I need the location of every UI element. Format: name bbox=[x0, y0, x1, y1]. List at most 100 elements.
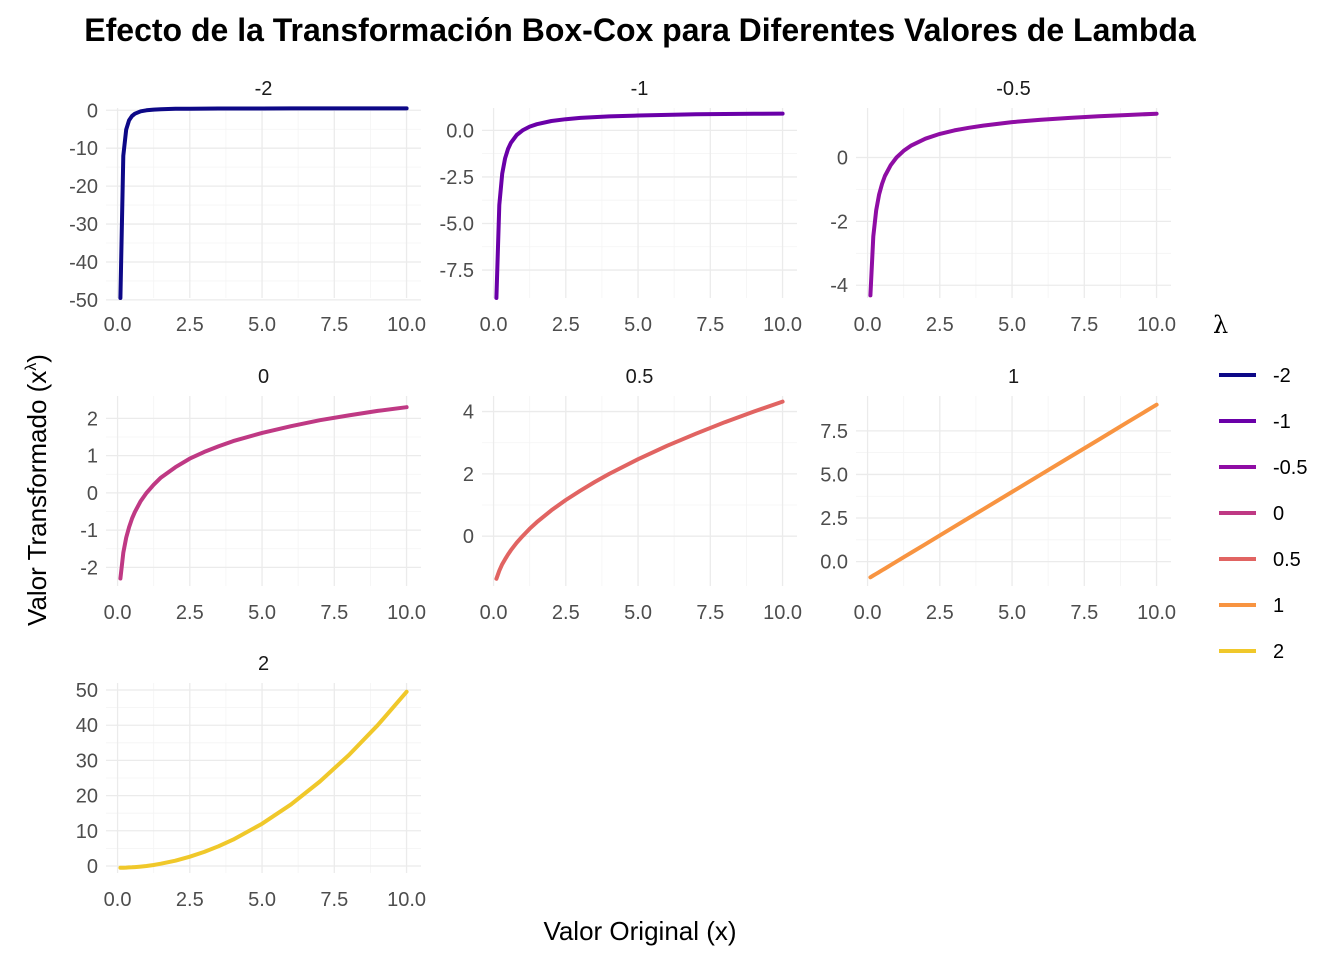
x-tick-label: 2.5 bbox=[176, 602, 204, 624]
legend-title: λ bbox=[1213, 311, 1228, 339]
x-tick-label: 10.0 bbox=[387, 889, 426, 911]
panel-0.5: 0.0 2.5 5.0 7.5 10.0 4 2 0 0.5 bbox=[463, 366, 802, 624]
panel--0.5: 0.0 2.5 5.0 7.5 10.0 0 -2 -4 -0.5 bbox=[830, 78, 1176, 336]
y-axis-title-main: Valor Transformado (x bbox=[22, 371, 52, 626]
x-tick-label: 7.5 bbox=[320, 889, 348, 911]
panel-1: 0.0 2.5 5.0 7.5 10.0 7.5 5.0 2.5 0.0 1 bbox=[820, 366, 1176, 624]
y-tick-label: 0 bbox=[87, 483, 98, 505]
y-tick-label: 20 bbox=[76, 786, 98, 808]
x-tick-label: 2.5 bbox=[926, 314, 954, 336]
legend-item: -2 bbox=[1219, 365, 1291, 387]
legend-label: 1 bbox=[1273, 595, 1284, 617]
facet-strip-label: -1 bbox=[631, 78, 649, 100]
series-line-1 bbox=[868, 402, 1159, 580]
x-axis-title: Valor Original (x) bbox=[543, 916, 736, 946]
y-tick-label: 30 bbox=[76, 750, 98, 772]
y-tick-label: -2 bbox=[830, 211, 848, 233]
y-tick-label: -7.5 bbox=[440, 260, 474, 282]
y-tick-label: 0 bbox=[87, 100, 98, 122]
legend-item: 0.5 bbox=[1219, 549, 1301, 571]
legend-label: -2 bbox=[1273, 365, 1291, 387]
y-tick-label: 0.0 bbox=[446, 120, 474, 142]
legend-label: 0.5 bbox=[1273, 549, 1301, 571]
x-tick-label: 0.0 bbox=[104, 602, 132, 624]
x-tick-label: 5.0 bbox=[248, 314, 276, 336]
legend-label: -0.5 bbox=[1273, 457, 1307, 479]
y-tick-label: -2 bbox=[80, 557, 98, 579]
x-tick-label: 5.0 bbox=[998, 602, 1026, 624]
y-tick-label: 0 bbox=[463, 526, 474, 548]
facet-strip-label: 1 bbox=[1008, 366, 1019, 388]
x-tick-label: 0.0 bbox=[480, 314, 508, 336]
y-tick-label: 50 bbox=[76, 680, 98, 702]
legend-item: 0 bbox=[1219, 503, 1284, 525]
x-tick-label: 7.5 bbox=[696, 314, 724, 336]
x-tick-label: 2.5 bbox=[176, 314, 204, 336]
facet-strip-label: 0 bbox=[258, 366, 269, 388]
chart-title: Efecto de la Transformación Box-Cox para… bbox=[84, 12, 1196, 48]
series-line--2 bbox=[118, 106, 409, 300]
series-line-0.5 bbox=[494, 399, 785, 581]
y-tick-label: -4 bbox=[830, 275, 848, 297]
series-line-0 bbox=[118, 405, 409, 581]
x-tick-label: 2.5 bbox=[552, 602, 580, 624]
y-tick-label: -1 bbox=[80, 520, 98, 542]
facet-strip-label: 0.5 bbox=[626, 366, 654, 388]
x-tick-label: 0.0 bbox=[104, 314, 132, 336]
legend-item: -1 bbox=[1219, 411, 1291, 433]
panel-2: 0.0 2.5 5.0 7.5 10.0 50 40 30 20 10 0 2 bbox=[76, 653, 426, 911]
panel--1: 0.0 2.5 5.0 7.5 10.0 0.0 -2.5 -5.0 -7.5 -1 bbox=[440, 78, 802, 336]
y-tick-label: 0.0 bbox=[820, 552, 848, 574]
y-axis-title-superscript: λ bbox=[23, 363, 40, 371]
x-tick-label: 2.5 bbox=[926, 602, 954, 624]
legend-item: 1 bbox=[1219, 595, 1284, 617]
y-tick-label: 2 bbox=[87, 408, 98, 430]
x-tick-label: 0.0 bbox=[854, 602, 882, 624]
x-tick-label: 5.0 bbox=[998, 314, 1026, 336]
x-tick-label: 7.5 bbox=[1070, 314, 1098, 336]
x-tick-label: 0.0 bbox=[480, 602, 508, 624]
y-axis-title: Valor Transformado (xλ) bbox=[22, 354, 52, 626]
y-tick-label: 10 bbox=[76, 821, 98, 843]
facet-panels: 0.0 2.5 5.0 7.5 10.00-10-20-30-40-50-20.0 2.5… bbox=[69, 78, 1176, 911]
panel--2: 0.0 2.5 5.0 7.5 10.0 0 -10 -20 -30 -40 -50 -2 bbox=[69, 78, 426, 336]
y-tick-label: 0 bbox=[87, 856, 98, 878]
x-tick-label: 7.5 bbox=[320, 602, 348, 624]
x-tick-label: 5.0 bbox=[624, 602, 652, 624]
x-tick-label: 5.0 bbox=[248, 602, 276, 624]
y-tick-label: -10 bbox=[69, 138, 98, 160]
x-tick-label: 5.0 bbox=[624, 314, 652, 336]
series-line--0.5 bbox=[868, 111, 1159, 298]
x-tick-label: 2.5 bbox=[176, 889, 204, 911]
legend: λ -2 -1 -0.5 0 0.5 1 2 bbox=[1213, 311, 1307, 663]
series-line--1 bbox=[494, 111, 785, 300]
x-tick-label: 10.0 bbox=[763, 602, 802, 624]
y-tick-label: -20 bbox=[69, 176, 98, 198]
x-tick-label: 10.0 bbox=[387, 602, 426, 624]
legend-label: 2 bbox=[1273, 641, 1284, 663]
y-tick-label: 1 bbox=[87, 446, 98, 468]
y-axis-title-end: ) bbox=[22, 354, 52, 363]
x-tick-label: 7.5 bbox=[320, 314, 348, 336]
legend-item: -0.5 bbox=[1219, 457, 1307, 479]
series-line-2 bbox=[118, 689, 409, 870]
x-tick-label: 7.5 bbox=[1070, 602, 1098, 624]
y-tick-label: 2 bbox=[463, 464, 474, 486]
facet-strip-label: -2 bbox=[255, 78, 273, 100]
legend-item: 2 bbox=[1219, 641, 1284, 663]
x-tick-label: 10.0 bbox=[1137, 602, 1176, 624]
x-tick-label: 10.0 bbox=[763, 314, 802, 336]
x-tick-label: 10.0 bbox=[387, 314, 426, 336]
panel-0: 0.0 2.5 5.0 7.5 10.0 2 1 0 -1 -2 0 bbox=[80, 366, 426, 624]
x-tick-label: 10.0 bbox=[1137, 314, 1176, 336]
x-tick-label: 7.5 bbox=[696, 602, 724, 624]
y-tick-label: -30 bbox=[69, 214, 98, 236]
y-tick-label: -5.0 bbox=[440, 213, 474, 235]
y-tick-label: 5.0 bbox=[820, 464, 848, 486]
legend-label: -1 bbox=[1273, 411, 1291, 433]
y-tick-label: -40 bbox=[69, 252, 98, 274]
y-tick-label: 0 bbox=[837, 147, 848, 169]
facet-strip-label: 2 bbox=[258, 653, 269, 675]
facet-strip-label: -0.5 bbox=[996, 78, 1030, 100]
